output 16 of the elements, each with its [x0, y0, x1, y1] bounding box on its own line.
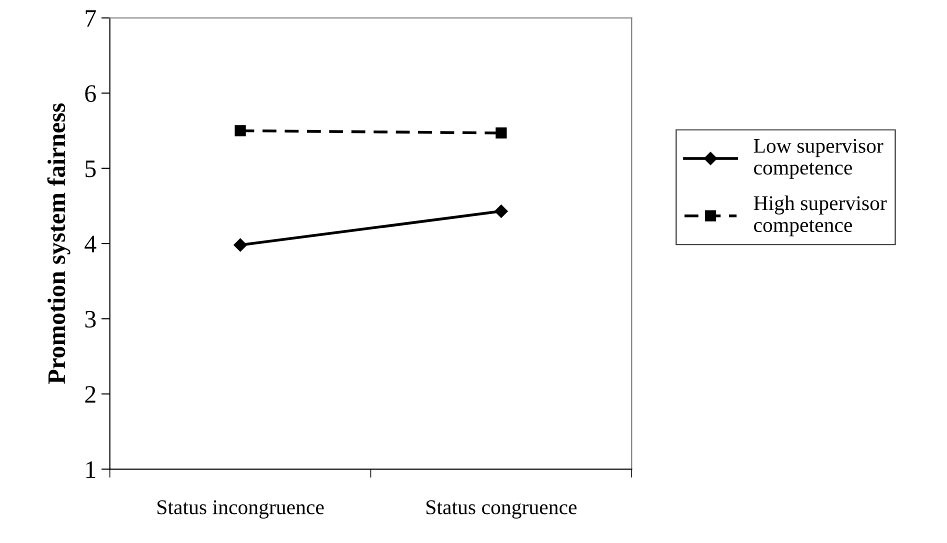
y-tick-label: 5	[86, 160, 96, 178]
y-tick-label: 1	[86, 461, 96, 478]
point	[494, 204, 508, 218]
y-tick-label: 4	[84, 236, 96, 252]
point	[234, 238, 247, 252]
point	[496, 127, 507, 139]
legend-label: Low supervisor competence	[754, 138, 884, 179]
y-tick-label: 6	[85, 85, 96, 102]
x-tick-label: Status congruence	[426, 500, 577, 519]
legend-label: High supervisor competence	[754, 196, 887, 236]
y-tick-label: 3	[85, 310, 96, 328]
x-tick-label: Status incongruence	[158, 500, 324, 519]
point	[234, 125, 246, 136]
y-tick-label: 2	[85, 386, 96, 403]
y-tick-label: 7	[86, 10, 96, 27]
y-axis-title: Promotion system fairness	[47, 103, 70, 384]
